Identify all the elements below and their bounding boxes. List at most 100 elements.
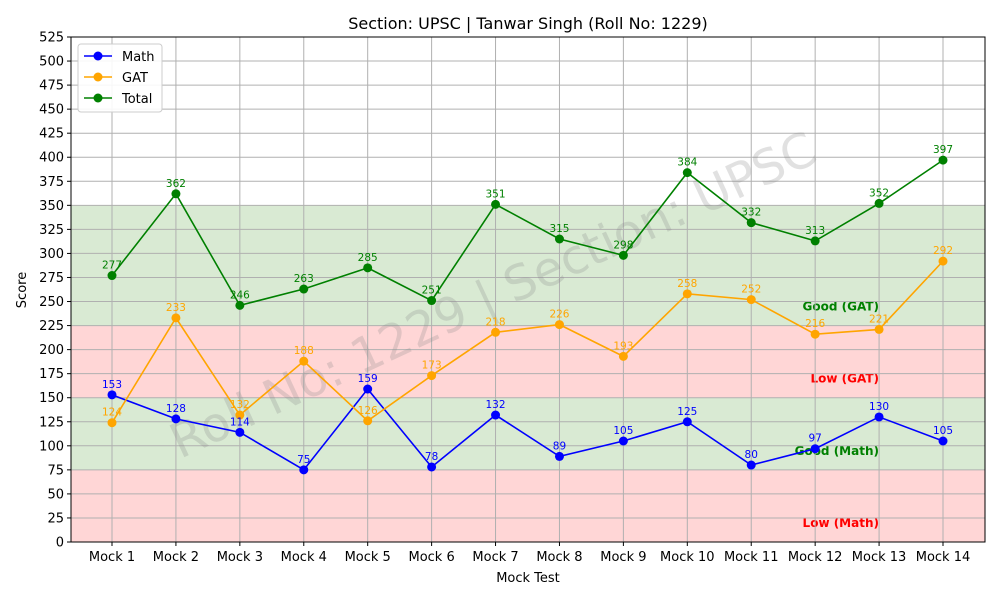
x-tick-label: Mock 10 — [660, 550, 715, 565]
x-tick-label: Mock 12 — [788, 550, 843, 565]
legend-label-math: Math — [122, 50, 155, 65]
data-label: 246 — [230, 289, 250, 301]
data-point — [491, 410, 501, 420]
data-label: 97 — [808, 433, 821, 445]
data-label: 221 — [869, 313, 889, 325]
series-line-gat — [111, 260, 944, 424]
data-label: 313 — [805, 225, 825, 237]
data-label: 315 — [549, 223, 569, 235]
y-tick-label: 325 — [39, 223, 64, 238]
legend: Math GAT Total — [77, 43, 163, 113]
data-point — [427, 462, 437, 472]
x-tick-label: Mock 8 — [536, 550, 582, 565]
y-tick-label: 0 — [56, 536, 64, 551]
data-label: 80 — [745, 449, 758, 461]
band-label-0: Low (Math) — [803, 516, 879, 530]
data-labels: 153 128 114 75 159 78 132 89 105 125 80 97 130 105 124… — [102, 144, 953, 466]
y-tick-label: 225 — [39, 319, 64, 334]
data-point — [682, 417, 692, 427]
data-label: 218 — [486, 316, 506, 328]
data-point — [810, 444, 820, 454]
data-point — [554, 451, 564, 461]
data-label: 75 — [297, 454, 310, 466]
y-tick-label: 300 — [39, 247, 64, 262]
axes — [70, 36, 986, 543]
plot-frame — [70, 36, 986, 543]
data-point — [363, 384, 373, 394]
data-point — [618, 436, 628, 446]
series-line-total — [111, 159, 944, 307]
data-label: 105 — [613, 425, 633, 437]
y-tick-label: 200 — [39, 343, 64, 358]
data-point — [235, 300, 245, 310]
data-point — [107, 418, 117, 428]
data-label: 132 — [486, 399, 506, 411]
data-point — [299, 465, 309, 475]
data-point — [810, 329, 820, 339]
grid-lines — [71, 36, 985, 543]
legend-marker-total — [93, 93, 103, 103]
data-label: 132 — [230, 399, 250, 411]
band-label-3: Good (GAT) — [803, 300, 879, 314]
data-point — [938, 436, 948, 446]
data-point — [299, 284, 309, 294]
y-tick-label: 125 — [39, 415, 64, 430]
data-point — [874, 198, 884, 208]
data-point — [171, 313, 181, 323]
data-label: 159 — [358, 373, 378, 385]
y-tick-label: 25 — [47, 511, 64, 526]
data-label: 263 — [294, 273, 314, 285]
y-tick-label: 75 — [47, 463, 64, 478]
data-point — [746, 460, 756, 470]
data-label: 277 — [102, 260, 122, 272]
band-1 — [71, 397, 985, 470]
chart-title: Section: UPSC | Tanwar Singh (Roll No: 1… — [348, 14, 708, 33]
data-label: 173 — [422, 360, 442, 372]
y-tick-label: 450 — [39, 103, 64, 118]
data-label: 233 — [166, 302, 186, 314]
data-point — [682, 289, 692, 299]
x-tick-label: Mock 7 — [472, 550, 518, 565]
data-point — [427, 296, 437, 306]
x-tick-label: Mock 2 — [153, 550, 199, 565]
y-tick-label: 150 — [39, 391, 64, 406]
x-tick-label: Mock 6 — [408, 550, 454, 565]
data-label: 251 — [422, 285, 442, 297]
data-point — [235, 410, 245, 420]
data-point — [363, 416, 373, 426]
data-label: 153 — [102, 379, 122, 391]
data-point — [938, 155, 948, 165]
x-tick-label: Mock 14 — [916, 550, 971, 565]
y-axis-title: Score — [15, 272, 30, 308]
band-3 — [71, 205, 985, 326]
y-tick-label: 250 — [39, 295, 64, 310]
series-line-math — [111, 387, 944, 471]
data-label: 226 — [549, 309, 569, 321]
data-label: 188 — [294, 345, 314, 357]
data-label: 126 — [358, 405, 378, 417]
data-label: 351 — [486, 188, 506, 200]
data-label: 193 — [613, 340, 633, 352]
y-tick-label: 50 — [47, 487, 64, 502]
band-2 — [71, 325, 985, 398]
y-tick-label: 100 — [39, 439, 64, 454]
data-label: 258 — [677, 278, 697, 290]
data-point — [618, 250, 628, 260]
data-label: 285 — [358, 252, 378, 264]
band-0 — [71, 469, 985, 542]
data-point — [363, 263, 373, 273]
legend-marker-math — [93, 51, 103, 61]
data-label: 252 — [741, 284, 761, 296]
x-tick-label: Mock 9 — [600, 550, 646, 565]
data-label: 397 — [933, 144, 953, 156]
y-tick-label: 350 — [39, 199, 64, 214]
data-label: 114 — [230, 416, 250, 428]
data-label: 362 — [166, 178, 186, 190]
data-point — [746, 218, 756, 228]
y-tick-label: 175 — [39, 367, 64, 382]
data-point — [171, 189, 181, 199]
data-label: 384 — [677, 157, 697, 169]
band-label-2: Low (GAT) — [810, 372, 879, 386]
data-point — [427, 371, 437, 381]
x-tick-label: Mock 3 — [217, 550, 263, 565]
